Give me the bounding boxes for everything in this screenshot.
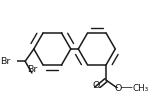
Text: O: O	[93, 81, 100, 90]
Text: Br: Br	[27, 65, 37, 74]
Text: O: O	[114, 84, 121, 93]
Text: CH₃: CH₃	[133, 84, 149, 93]
Text: Br: Br	[0, 57, 11, 66]
